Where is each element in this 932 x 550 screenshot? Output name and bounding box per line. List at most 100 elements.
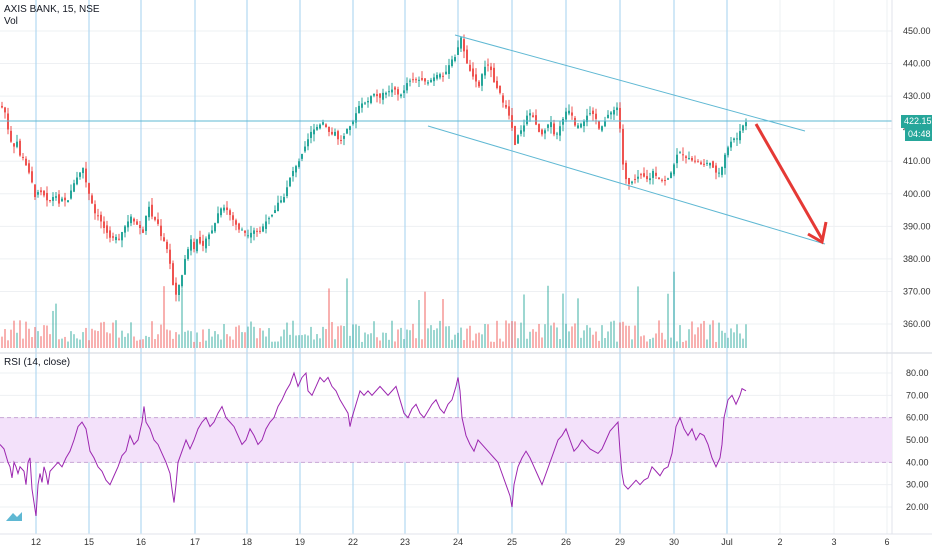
volume-bar: [334, 339, 336, 348]
candle-body: [163, 237, 165, 241]
candle-body: [49, 200, 51, 202]
candle-body: [85, 168, 87, 183]
candle-body: [559, 126, 561, 136]
volume-bar: [619, 322, 621, 348]
volume-bar: [295, 335, 297, 348]
volume-bar: [613, 320, 615, 348]
candle-body: [109, 230, 111, 238]
candle-body: [259, 230, 261, 232]
channel-lower-line[interactable]: [427, 125, 826, 245]
candle-body: [592, 110, 594, 115]
candle-body: [556, 133, 558, 135]
candle-body: [541, 129, 543, 135]
candle-body: [640, 174, 642, 176]
symbol-title[interactable]: AXIS BANK, 15, NSE: [4, 4, 100, 15]
volume-bar: [646, 341, 648, 348]
volume-bar: [340, 325, 342, 348]
candle-body: [169, 249, 171, 264]
candle-body: [442, 75, 444, 77]
candle-body: [235, 220, 237, 225]
candle-body: [382, 92, 384, 100]
candle-body: [127, 221, 129, 228]
candle-body: [685, 156, 687, 158]
volume-bar: [88, 340, 90, 348]
time-tick-label: 29: [615, 537, 625, 547]
candle-body: [73, 183, 75, 192]
candle-body: [148, 206, 150, 218]
candle-body: [187, 249, 189, 259]
candle-body: [91, 195, 93, 204]
candle-body: [616, 107, 618, 111]
candle-body: [13, 143, 15, 147]
price-tick-label: 440.00: [903, 59, 931, 69]
channel-upper-line[interactable]: [454, 34, 806, 132]
volume-bar: [217, 334, 219, 348]
candle-body: [586, 115, 588, 123]
candle-body: [676, 154, 678, 164]
price-tick-label: 390.00: [903, 221, 931, 231]
candle-body: [508, 106, 510, 116]
volume-bar: [103, 321, 105, 348]
volume-bar: [448, 326, 450, 348]
volume-bar: [739, 333, 741, 348]
candle-body: [742, 125, 744, 131]
candle-body: [736, 138, 738, 140]
candle-body: [133, 218, 135, 222]
candle-body: [16, 141, 18, 147]
candle-body: [460, 37, 462, 49]
volume-bar: [7, 340, 9, 348]
volume-bar: [271, 341, 273, 348]
volume-bar: [475, 333, 477, 348]
volume-bar: [136, 340, 138, 348]
volume-bar: [202, 329, 204, 348]
volume-bar: [463, 340, 465, 348]
candle-body: [730, 141, 732, 148]
candle-body: [244, 230, 246, 233]
volume-bars: [1, 271, 747, 348]
volume-bar: [4, 329, 6, 348]
volume-bar: [661, 332, 663, 348]
trendline-drawings[interactable]: [0, 34, 892, 245]
candle-body: [484, 66, 486, 76]
time-tick-label: 25: [507, 537, 517, 547]
candle-body: [595, 113, 597, 119]
rsi-tick-label: 50.00: [906, 435, 929, 445]
rsi-label[interactable]: RSI (14, close): [4, 357, 71, 368]
candle-body: [289, 177, 291, 187]
volume-bar: [664, 339, 666, 348]
candle-body: [178, 284, 180, 296]
candle-body: [493, 67, 495, 83]
candle-body: [487, 64, 489, 66]
volume-bar: [55, 303, 57, 348]
volume-bar: [556, 327, 558, 348]
volume-bar: [85, 327, 87, 348]
candle-body: [403, 90, 405, 94]
volume-bar: [523, 294, 525, 348]
volume-bar: [256, 338, 258, 348]
candle-body: [295, 166, 297, 173]
volume-bar: [691, 321, 693, 348]
tradingview-logo-icon[interactable]: [4, 508, 24, 524]
candle-body: [328, 126, 330, 132]
candle-body: [34, 184, 36, 198]
candle-body: [55, 196, 57, 198]
volume-label[interactable]: Vol: [4, 16, 18, 27]
candle-body: [553, 123, 555, 135]
volume-bar: [76, 338, 78, 348]
candle-body: [355, 113, 357, 123]
volume-bar: [298, 335, 300, 348]
candle-body: [397, 89, 399, 95]
volume-bar: [640, 336, 642, 348]
time-tick-label: 12: [31, 537, 41, 547]
volume-bar: [58, 339, 60, 348]
time-tick-label: 22: [348, 537, 358, 547]
volume-bar: [631, 339, 633, 348]
volume-bar: [706, 339, 708, 348]
candle-body: [130, 216, 132, 224]
candle-body: [103, 221, 105, 228]
volume-bar: [652, 337, 654, 348]
arrow-down-icon[interactable]: [754, 123, 828, 245]
volume-bar: [586, 325, 588, 348]
volume-bar: [520, 322, 522, 348]
